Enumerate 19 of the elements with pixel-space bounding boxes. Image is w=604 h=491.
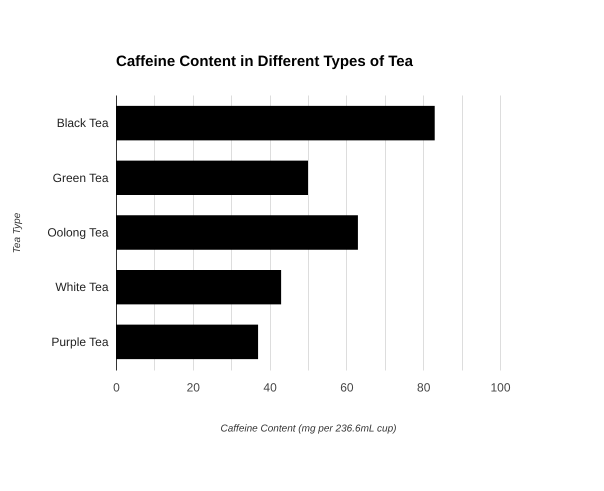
x-tick-label: 60 <box>340 380 354 394</box>
bar <box>116 324 258 360</box>
bar <box>116 215 358 250</box>
x-tick-label: 40 <box>263 380 278 394</box>
y-axis-title: Tea Type <box>12 212 24 254</box>
y-tick-label: White Tea <box>55 280 109 294</box>
y-tick-label: Oolong Tea <box>47 226 109 240</box>
y-tick-label: Black Tea <box>56 116 109 130</box>
x-axis-title: Caffeine Content (mg per 236.6mL cup) <box>220 424 397 434</box>
x-tick-label: 100 <box>490 380 511 394</box>
y-tick-label: Purple Tea <box>51 334 109 349</box>
x-tick-label: 0 <box>113 380 120 394</box>
bar <box>116 106 435 140</box>
bar <box>116 160 308 196</box>
y-tick-label: Green Tea <box>52 170 109 185</box>
x-tick-label: 80 <box>417 380 431 394</box>
chart-title: Caffeine Content in Different Types of Tea <box>116 53 414 70</box>
bar <box>116 270 282 304</box>
x-tick-label: 20 <box>186 380 200 394</box>
